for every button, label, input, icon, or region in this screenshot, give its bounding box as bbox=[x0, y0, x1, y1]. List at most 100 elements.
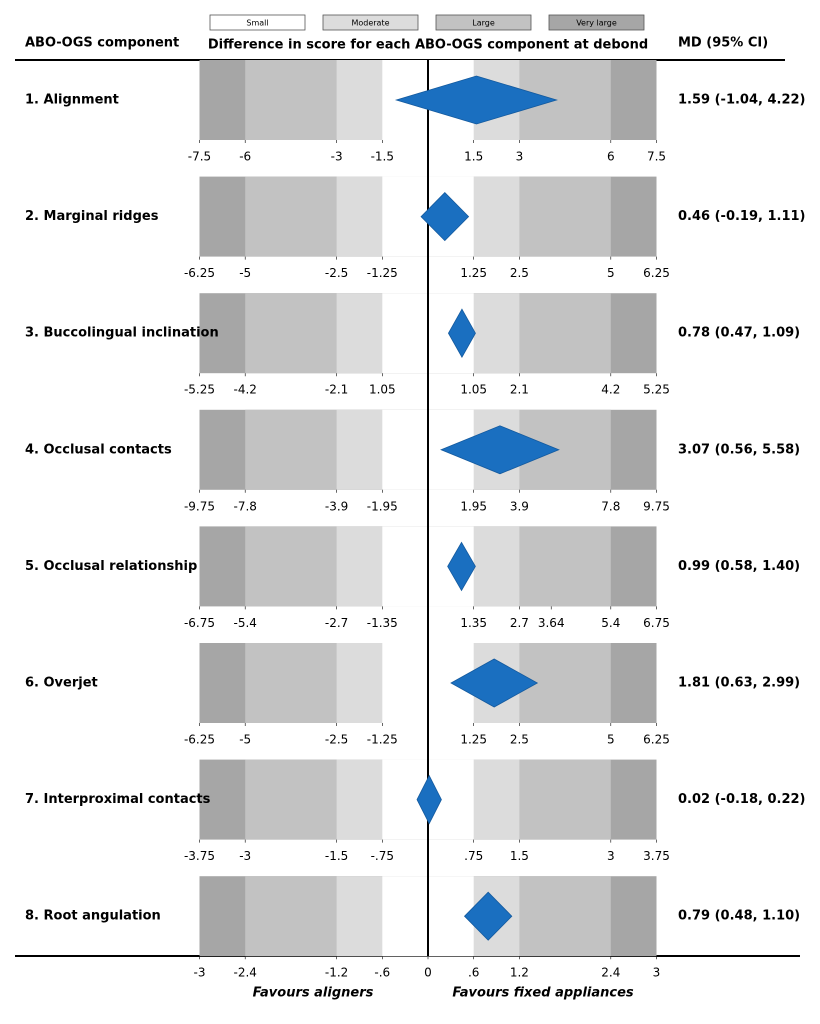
x-tick-label: -1.25 bbox=[367, 733, 398, 747]
x-tick-label: 5 bbox=[607, 733, 615, 747]
x-tick-label: 1.5 bbox=[510, 849, 529, 863]
x-tick-label: 1.25 bbox=[460, 733, 487, 747]
value-label: 3.07 (0.56, 5.58) bbox=[678, 442, 800, 457]
effect-band bbox=[382, 876, 428, 957]
x-tick-label: -1.2 bbox=[325, 966, 348, 980]
x-tick-label: 9.75 bbox=[643, 499, 670, 513]
x-tick-label: -6.25 bbox=[184, 733, 215, 747]
x-tick-label: 2.7 bbox=[510, 616, 529, 630]
x-tick-label: 0 bbox=[424, 966, 432, 980]
x-tick-label: 6.25 bbox=[643, 733, 670, 747]
estimate-header: MD (95% CI) bbox=[678, 36, 768, 51]
x-tick-label: -3 bbox=[331, 150, 343, 164]
x-tick-label: 2.1 bbox=[510, 383, 529, 397]
x-tick-label: 2.5 bbox=[510, 266, 529, 280]
x-tick-label: -7.5 bbox=[188, 150, 211, 164]
x-tick-label: -3.75 bbox=[184, 849, 215, 863]
x-tick-label: 3.75 bbox=[643, 849, 670, 863]
x-tick-label: -2.4 bbox=[233, 966, 256, 980]
category-label: 5. Occlusal relationship bbox=[25, 559, 197, 574]
legend-swatch bbox=[548, 14, 645, 31]
category-label: 3. Buccolingual inclination bbox=[25, 326, 219, 341]
x-tick-label: 1.95 bbox=[460, 499, 487, 513]
legend-swatch bbox=[435, 14, 532, 31]
effect-band bbox=[382, 293, 428, 374]
x-tick-label: -2.5 bbox=[325, 266, 348, 280]
x-tick-label: 3.64 bbox=[538, 616, 565, 630]
diamond bbox=[440, 425, 560, 475]
x-tick-label: 1.5 bbox=[464, 150, 483, 164]
x-tick-label: 1.05 bbox=[369, 383, 396, 397]
x-tick-label: 1.2 bbox=[510, 966, 529, 980]
x-tick-label: -1.25 bbox=[367, 266, 398, 280]
favours-left: Favours aligners bbox=[253, 986, 374, 1001]
value-label: 0.02 (-0.18, 0.22) bbox=[678, 792, 806, 807]
x-tick-label: 1.25 bbox=[460, 266, 487, 280]
x-tick-label: -2.1 bbox=[325, 383, 348, 397]
x-tick-label: -5 bbox=[239, 733, 251, 747]
marks bbox=[199, 75, 657, 960]
x-tick-label: 7.5 bbox=[647, 150, 666, 164]
x-tick-label: 1.35 bbox=[460, 616, 487, 630]
x-tick-label: 5 bbox=[607, 266, 615, 280]
effect-band bbox=[382, 409, 428, 490]
legend-label: Moderate bbox=[351, 19, 389, 28]
diamond bbox=[416, 774, 442, 825]
category-label: 7. Interproximal contacts bbox=[25, 792, 211, 807]
effect-band bbox=[382, 526, 428, 607]
category-label: 4. Occlusal contacts bbox=[25, 442, 172, 457]
x-tick-label: -6.25 bbox=[184, 266, 215, 280]
x-tick-label: 6 bbox=[607, 150, 615, 164]
x-tick-label: 5.25 bbox=[643, 383, 670, 397]
x-tick-label: -7.8 bbox=[233, 499, 256, 513]
category-label: 8. Root angulation bbox=[25, 909, 161, 924]
value-label: 0.46 (-0.19, 1.11) bbox=[678, 209, 806, 224]
diamond bbox=[447, 541, 476, 592]
value-label: 1.59 (-1.04, 4.22) bbox=[678, 93, 806, 108]
legend-swatch bbox=[322, 14, 419, 31]
favours-right: Favours fixed appliances bbox=[452, 986, 634, 1001]
x-tick-label: -4.2 bbox=[233, 383, 256, 397]
x-tick-label: -5.4 bbox=[233, 616, 256, 630]
category-header: ABO-OGS component bbox=[25, 36, 179, 51]
diamond bbox=[394, 75, 558, 125]
category-label: 6. Overjet bbox=[25, 676, 98, 691]
value-label: 0.99 (0.58, 1.40) bbox=[678, 559, 800, 574]
x-tick-label: 3.9 bbox=[510, 499, 529, 513]
x-tick-label: 7.8 bbox=[601, 499, 620, 513]
x-tick-label: 2.4 bbox=[601, 966, 620, 980]
diamond bbox=[447, 308, 476, 359]
legend-label: Small bbox=[246, 19, 268, 28]
x-tick-label: 5.4 bbox=[601, 616, 620, 630]
x-tick-label: -.6 bbox=[374, 966, 390, 980]
x-tick-label: -9.75 bbox=[184, 499, 215, 513]
x-tick-label: 1.05 bbox=[460, 383, 487, 397]
x-tick-label: -3.9 bbox=[325, 499, 348, 513]
x-tick-label: 4.2 bbox=[601, 383, 620, 397]
chart-title: Difference in score for each ABO-OGS com… bbox=[208, 38, 648, 53]
legend-label: Large bbox=[472, 19, 495, 28]
x-tick-label: 6.25 bbox=[643, 266, 670, 280]
x-tick-label: -1.5 bbox=[371, 150, 394, 164]
effect-band bbox=[382, 643, 428, 723]
category-label: 2. Marginal ridges bbox=[25, 209, 159, 224]
diamond bbox=[463, 891, 513, 941]
legend-swatch bbox=[209, 14, 306, 31]
diamond bbox=[450, 658, 539, 708]
category-label: 1. Alignment bbox=[25, 93, 119, 108]
x-tick-label: -3 bbox=[239, 849, 251, 863]
x-tick-label: -5 bbox=[239, 266, 251, 280]
x-tick-label: -6.75 bbox=[184, 616, 215, 630]
x-tick-label: -1.95 bbox=[367, 499, 398, 513]
x-tick-label: 3 bbox=[653, 966, 661, 980]
x-tick-label: -2.5 bbox=[325, 733, 348, 747]
value-label: 0.79 (0.48, 1.10) bbox=[678, 909, 800, 924]
x-tick-label: -6 bbox=[239, 150, 251, 164]
effect-band bbox=[382, 176, 428, 257]
x-tick-label: -1.5 bbox=[325, 849, 348, 863]
x-tick-label: -2.7 bbox=[325, 616, 348, 630]
x-tick-label: -1.35 bbox=[367, 616, 398, 630]
x-tick-label: 6.75 bbox=[643, 616, 670, 630]
diamond bbox=[420, 192, 470, 242]
